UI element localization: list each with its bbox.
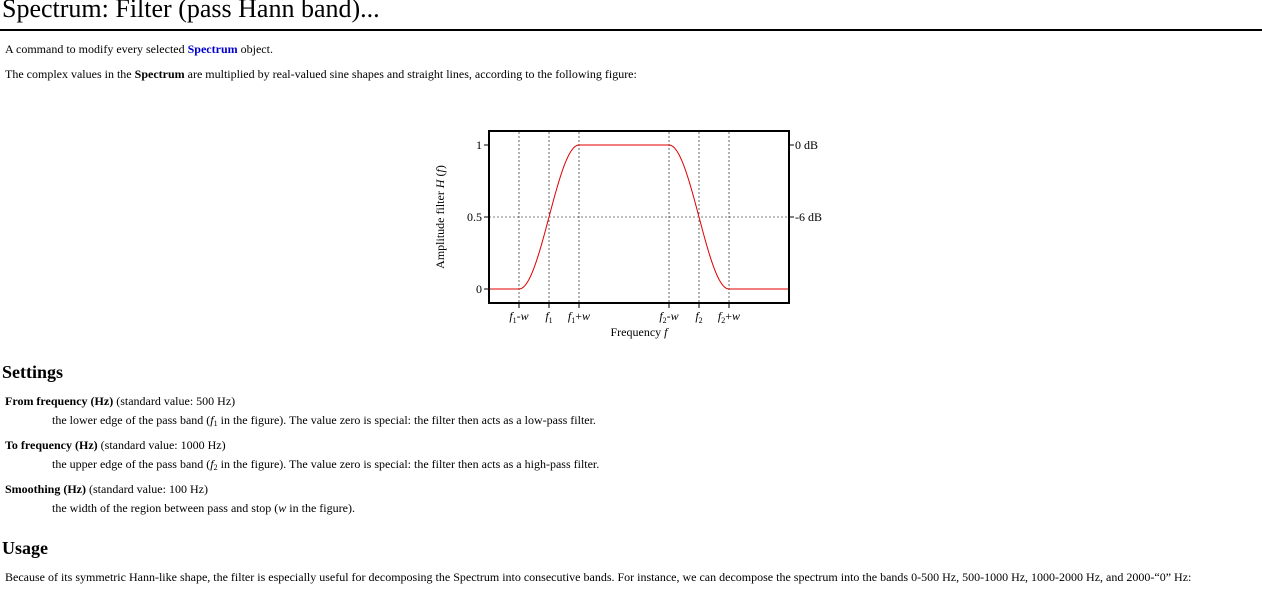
intro-line-2: The complex values in the Spectrum are m… xyxy=(5,67,637,81)
spectrum-link[interactable]: Spectrum xyxy=(187,42,238,56)
def-text: the upper edge of the pass band ( xyxy=(52,457,211,471)
intro2-text-end: are multiplied by real-valued sine shape… xyxy=(184,67,637,81)
usage-heading: Usage xyxy=(2,538,48,558)
y-tick-label-0: 0 xyxy=(476,282,482,296)
page-title: Spectrum: Filter (pass Hann band)... xyxy=(2,0,380,23)
x-axis-label: Frequency f xyxy=(611,325,670,339)
x-tick-labels: f1-w f1 f1+w f2-w f2 f2+w xyxy=(509,309,740,325)
y-tick-label-1: 1 xyxy=(476,138,482,152)
def-var: f xyxy=(210,457,214,471)
x-tick-label: f1-w xyxy=(509,309,528,325)
setting-from-frequency: From frequency (Hz) (standard value: 500… xyxy=(5,394,235,408)
def-text-end: in the figure). The value zero is specia… xyxy=(217,413,596,427)
x-tick-label: f2-w xyxy=(659,309,678,325)
def-text-end: in the figure). The value zero is specia… xyxy=(217,457,600,471)
intro2-text: The complex values in the xyxy=(5,67,135,81)
filter-curve xyxy=(489,144,789,290)
x-tick-label: f1+w xyxy=(568,309,590,325)
def-sub: 1 xyxy=(213,419,218,428)
setting-std: (standard value: 500 Hz) xyxy=(113,394,236,408)
y-axis-label: Amplitude filter H (f) xyxy=(433,165,447,269)
intro-text-end: object. xyxy=(237,42,273,56)
def-text: the width of the region between pass and… xyxy=(52,501,279,515)
def-sub: 2 xyxy=(213,463,218,472)
x-tick-label: f1 xyxy=(545,309,552,325)
def-text: the lower edge of the pass band ( xyxy=(52,413,211,427)
vertical-guides xyxy=(489,132,789,302)
setting-name: Smoothing (Hz) xyxy=(5,482,86,496)
setting-from-frequency-def: the lower edge of the pass band (f1 in t… xyxy=(52,413,596,428)
spectrum-bold: Spectrum xyxy=(134,67,185,81)
filter-figure: 1 0.5 0 0 dB -6 dB Amplitude filter H (f… xyxy=(433,130,822,339)
setting-name: To frequency (Hz) xyxy=(5,438,98,452)
setting-std: (standard value: 1000 Hz) xyxy=(97,438,226,452)
right-tick-label-0db: 0 dB xyxy=(795,138,818,152)
def-text-end: in the figure). xyxy=(289,501,355,515)
left-ticks xyxy=(484,144,794,308)
def-var: f xyxy=(210,413,214,427)
usage-text: Because of its symmetric Hann-like shape… xyxy=(5,570,1192,584)
setting-to-frequency: To frequency (Hz) (standard value: 1000 … xyxy=(5,438,226,452)
setting-name: From frequency (Hz) xyxy=(5,394,114,408)
setting-smoothing-def: the width of the region between pass and… xyxy=(52,501,355,515)
x-tick-label: f2+w xyxy=(718,309,740,325)
x-tick-label: f2 xyxy=(695,309,702,325)
y-tick-label-half: 0.5 xyxy=(467,210,482,224)
def-var: w xyxy=(278,501,287,515)
setting-to-frequency-def: the upper edge of the pass band (f2 in t… xyxy=(52,457,600,472)
intro-line-1: A command to modify every selected Spect… xyxy=(5,42,273,56)
setting-smoothing: Smoothing (Hz) (standard value: 100 Hz) xyxy=(5,482,208,496)
intro-text: A command to modify every selected xyxy=(5,42,188,56)
right-tick-label-6db: -6 dB xyxy=(795,210,822,224)
settings-heading: Settings xyxy=(2,362,64,382)
title-rule xyxy=(0,29,1262,31)
setting-std: (standard value: 100 Hz) xyxy=(86,482,208,496)
